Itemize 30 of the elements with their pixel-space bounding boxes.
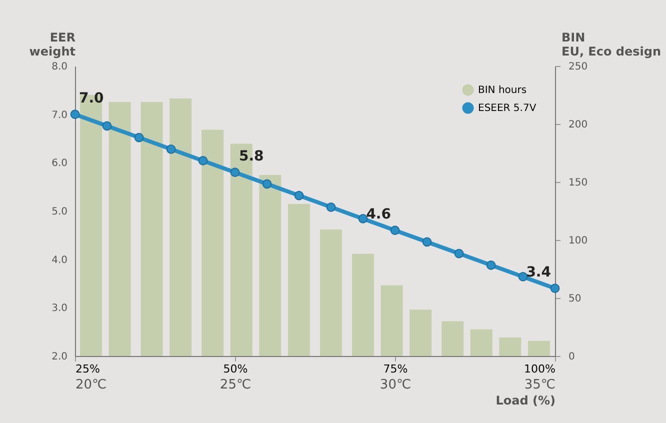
y-axis-title: EER weight xyxy=(29,30,76,58)
data-label: 7.0 xyxy=(79,90,104,106)
x-tick-label: 25% xyxy=(76,362,100,376)
y-tick-label: 4.0 xyxy=(52,254,68,266)
y2-axis-title: BIN EU, Eco design xyxy=(562,30,662,58)
legend-label: ESEER 5.7V xyxy=(478,103,536,114)
y-tick-label: 5.0 xyxy=(52,206,68,218)
y2-tick-label: 100 xyxy=(568,236,588,246)
x2-tick-label: 20℃ xyxy=(76,378,107,392)
y2-tick-label: 250 xyxy=(568,62,588,72)
y-tick-label: 8.0 xyxy=(52,62,68,72)
x-tick-label: 75% xyxy=(383,362,408,376)
data-label: 5.8 xyxy=(239,148,264,164)
y-tick-label: 2.0 xyxy=(52,352,68,362)
x-axis-title: Load (%) xyxy=(496,394,556,408)
x2-tick-label: 35℃ xyxy=(524,378,556,392)
y2-tick-label: 150 xyxy=(568,178,588,188)
x-tick-label: 100% xyxy=(524,362,556,376)
y-tick-label: 6.0 xyxy=(52,158,68,170)
legend-label: BIN hours xyxy=(478,85,527,96)
x2-tick-label: 30℃ xyxy=(380,378,412,392)
data-label: 4.6 xyxy=(366,206,391,222)
y-tick-label: 3.0 xyxy=(52,303,68,314)
x-tick-label: 50% xyxy=(223,362,248,376)
data-label: 3.4 xyxy=(526,264,552,280)
y2-tick-label: 0 xyxy=(568,352,575,362)
y2-tick-label: 50 xyxy=(568,294,582,304)
y-tick-label: 7.0 xyxy=(52,110,68,121)
y2-tick-label: 200 xyxy=(568,120,588,130)
x2-tick-label: 25℃ xyxy=(220,378,252,392)
